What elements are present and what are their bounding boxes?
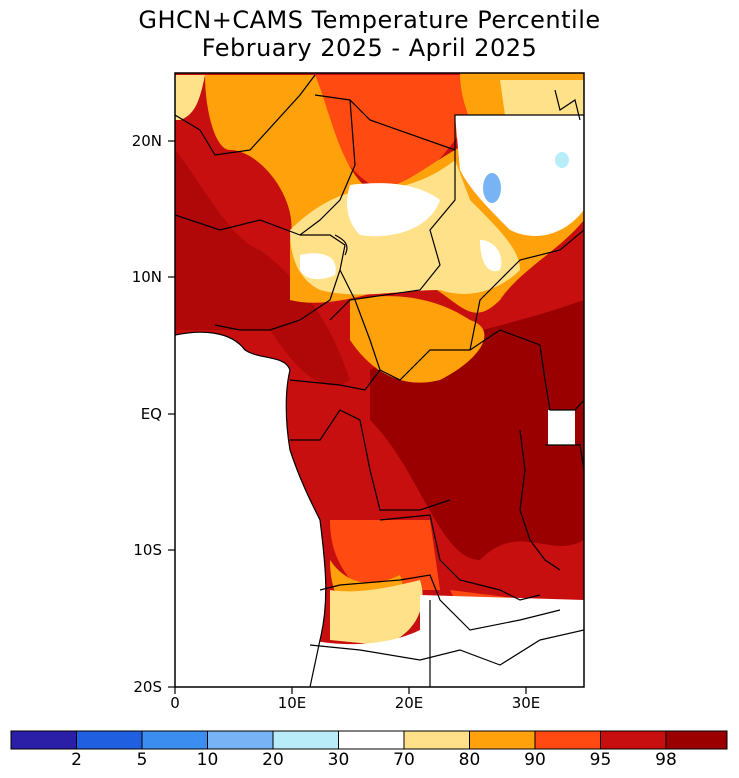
border-botswana — [309, 629, 584, 666]
colorbar-bin-11 — [665, 730, 728, 750]
colorbar-bin-9 — [534, 730, 601, 750]
nile-delta — [554, 89, 581, 121]
colorbar-label: 98 — [655, 750, 677, 770]
map-subtitle: February 2025 - April 2025 — [201, 34, 538, 62]
colorbar-label: 80 — [458, 750, 481, 770]
colorbar-label: 70 — [393, 750, 415, 770]
border-uganda — [539, 344, 584, 411]
border-nigeria — [214, 234, 346, 331]
band-central-orange — [350, 296, 485, 383]
x-tick-label: 0 — [170, 694, 180, 712]
lake-chad — [334, 234, 348, 256]
y-tick-label: 10S — [133, 541, 162, 559]
cool-spot-red-sea — [555, 152, 569, 168]
band-sudan-white — [480, 240, 502, 272]
cold-spot-sudan — [483, 173, 501, 203]
colorbar-bin-5 — [272, 730, 339, 750]
colorbar-label: 30 — [327, 750, 350, 770]
colorbar-label: 5 — [136, 750, 148, 770]
map-title: GHCN+CAMS Temperature Percentile — [138, 6, 601, 34]
band-northeast-white — [455, 115, 584, 236]
colorbar-bin-7 — [403, 730, 470, 750]
band-ne-yellow — [500, 80, 584, 115]
colorbar-bin-1 — [10, 730, 77, 750]
colorbar-bin-8 — [469, 730, 536, 750]
warm-west-africa — [175, 150, 350, 386]
colorbar-bin-6 — [338, 730, 405, 750]
colorbar-label: 20 — [262, 750, 284, 770]
west-coastline — [175, 331, 327, 687]
border-congo — [290, 409, 451, 511]
colorbar-bin-4 — [207, 730, 274, 750]
colorbar-label: 90 — [524, 750, 546, 770]
border-sudan — [469, 229, 584, 351]
band-south-red — [330, 520, 440, 590]
y-tick-label: 20S — [133, 678, 162, 696]
band-chad-white — [347, 183, 440, 237]
border-angola-drc — [379, 514, 541, 601]
colorbar-bin-10 — [600, 730, 667, 750]
band-south-white — [310, 595, 584, 687]
colorbar-bin-3 — [141, 730, 208, 750]
x-tick-label: 30E — [511, 694, 541, 712]
map-frame — [174, 72, 585, 688]
border-chad — [329, 150, 456, 321]
y-tick-label: 10N — [131, 268, 162, 286]
border-car — [339, 269, 541, 381]
border-mali — [175, 74, 316, 156]
band-sw-yellow — [330, 580, 423, 645]
colorbar-label: 95 — [589, 750, 612, 770]
colorbar-bin-2 — [76, 730, 143, 750]
border-libya-egypt — [314, 94, 584, 151]
border-angola-namibia — [319, 574, 561, 631]
map-borders — [175, 74, 584, 687]
border-cameroon-gabon — [289, 369, 381, 391]
x-tick-label: 10E — [277, 694, 307, 712]
atlantic-ocean — [175, 332, 326, 687]
band-north-red — [300, 75, 470, 190]
band-nw-yellow — [175, 75, 205, 120]
axis-ticks — [168, 140, 527, 694]
y-tick-label: 20N — [131, 132, 162, 150]
colorbar-label: 10 — [196, 750, 219, 770]
rift-lakes — [519, 429, 561, 571]
colorbar-label: 2 — [71, 750, 82, 770]
map-shading — [175, 73, 584, 687]
border-tanzania — [545, 444, 584, 471]
y-tick-label: EQ — [140, 405, 162, 423]
x-tick-label: 20E — [394, 694, 424, 712]
colorbar — [10, 730, 728, 750]
border-niger — [175, 99, 356, 236]
band-niger-white — [300, 253, 336, 280]
lake-victoria — [548, 410, 575, 445]
